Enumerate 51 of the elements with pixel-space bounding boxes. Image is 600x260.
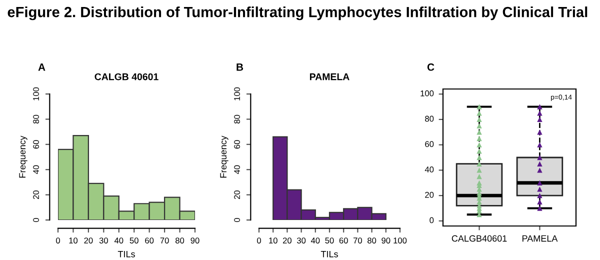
x-tick-label: CALGB40601	[452, 235, 507, 242]
x-tick-label: 50	[130, 238, 138, 244]
y-tick-label: 80	[425, 116, 434, 122]
x-tick-label: 20	[282, 238, 292, 244]
x-tick-label: 0	[257, 238, 261, 244]
x-tick-label: PAMELA	[522, 235, 558, 242]
x-tick-label: 90	[190, 238, 200, 244]
x-tick-label: 20	[84, 238, 93, 244]
chart-title: PAMELA	[310, 73, 350, 80]
x-axis-title: TILs	[118, 251, 135, 258]
x-tick-label: 10	[69, 238, 78, 244]
y-tick-label: 40	[234, 165, 240, 174]
x-tick-label: 40	[310, 238, 320, 244]
y-tick-label: 40	[33, 165, 39, 174]
x-tick-label: 80	[176, 238, 184, 244]
y-tick-label: 20	[33, 190, 39, 200]
y-axis-title: Frequency	[19, 136, 28, 178]
y-tick-label: 80	[234, 114, 240, 124]
x-tick-label: 90	[382, 238, 390, 244]
y-tick-label: 0	[430, 217, 434, 224]
x-tick-label: 60	[339, 238, 348, 244]
y-axis-title: Frequency	[220, 136, 228, 178]
text: B	[236, 64, 244, 71]
y-tick-label: 20	[425, 192, 434, 198]
y-tick-label: 100	[33, 87, 39, 100]
x-tick-label: 10	[269, 238, 278, 244]
x-tick-label: 70	[160, 238, 169, 244]
x-tick-label: 60	[145, 238, 154, 244]
x-tick-label: 30	[296, 238, 306, 244]
y-tick-label: 20	[234, 190, 240, 200]
y-tick-label: 40	[424, 166, 434, 172]
x-tick-label: 100	[394, 238, 407, 244]
y-tick-label: 60	[425, 141, 434, 148]
x-tick-label: 30	[99, 238, 108, 244]
y-tick-label: 60	[33, 140, 39, 149]
x-tick-label: 80	[368, 238, 376, 244]
y-tick-label: 100	[420, 90, 434, 96]
text: C	[427, 63, 434, 71]
text: A	[38, 64, 46, 71]
x-axis-title: TILs	[320, 251, 338, 258]
chart-title: CALGB 40601	[94, 73, 158, 80]
text: eFigure 2. Distribution of Tumor-Infiltrating Lymphocytes Infiltration by Clinical Trial	[8, 6, 588, 20]
y-tick-label: 80	[33, 114, 39, 124]
x-tick-label: 70	[353, 238, 362, 244]
y-tick-label: 60	[234, 140, 240, 149]
y-tick-label: 0	[234, 218, 240, 222]
y-tick-label: 0	[33, 218, 39, 222]
y-tick-label: 100	[234, 87, 240, 100]
x-tick-label: 40	[114, 238, 124, 244]
x-tick-label: 0	[56, 238, 60, 244]
x-tick-label: 50	[325, 238, 334, 244]
